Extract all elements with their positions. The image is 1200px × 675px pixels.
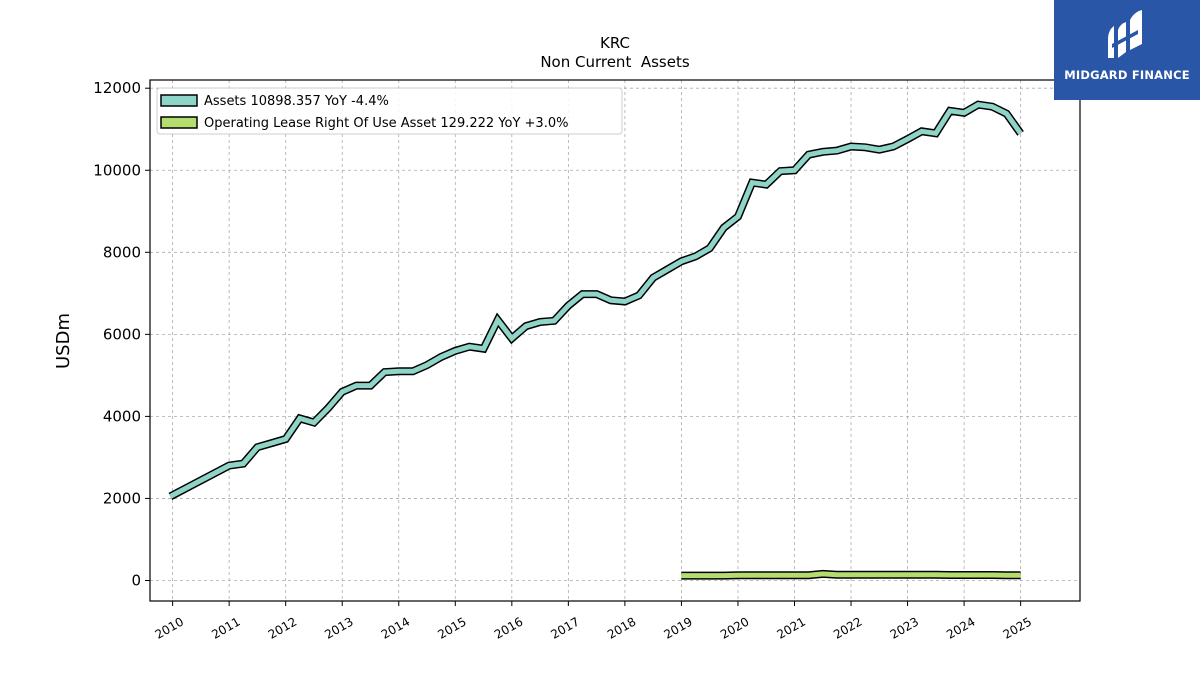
y-tick-label: 12000 [93, 79, 141, 97]
y-tick-label: 0 [131, 571, 141, 589]
y-tick-label: 4000 [103, 407, 141, 425]
y-axis-label: USDm [53, 313, 74, 369]
legend-label: Operating Lease Right Of Use Asset 129.2… [204, 116, 568, 131]
x-tick-label: 2017 [548, 614, 581, 641]
series-1 [168, 100, 1024, 500]
y-tick-label: 6000 [103, 325, 141, 343]
midgard-logo-mark-icon [1108, 10, 1142, 58]
x-tick-label: 2022 [831, 614, 864, 641]
x-tick-label: 2015 [435, 614, 468, 641]
plot-frame [149, 79, 1081, 602]
y-tick-label: 2000 [103, 489, 141, 507]
x-tick-label: 2024 [944, 614, 977, 641]
x-tick-label: 2016 [492, 614, 525, 641]
x-tick-label: 2012 [266, 614, 299, 641]
x-tick-label: 2018 [605, 614, 638, 641]
series-line [169, 101, 1023, 499]
y-tick-label: 10000 [93, 161, 141, 179]
x-tick-label: 2020 [718, 614, 751, 641]
x-tick-label: 2021 [775, 614, 808, 641]
midgard-finance-logo: MIDGARD FINANCE [1054, 0, 1200, 100]
x-tick-label: 2011 [209, 614, 242, 641]
series-line-outline [168, 100, 1024, 500]
series-line [681, 571, 1021, 579]
legend-swatch [160, 94, 198, 107]
brand-name: MIDGARD FINANCE [1064, 68, 1190, 82]
series-2 [681, 569, 1021, 580]
grid [150, 80, 1080, 601]
x-tick-label: 2014 [379, 614, 412, 641]
x-tick-label: 2013 [322, 614, 355, 641]
x-tick-label: 2010 [153, 614, 186, 641]
x-tick-label: 2023 [888, 614, 921, 641]
x-tick-label: 2025 [1001, 614, 1034, 641]
legend-swatch [160, 116, 198, 129]
axes: 0 2000 4000 6000 8000 10000 12000 2010 2011 2012 2… [93, 79, 1034, 642]
chart-subtitle: Non Current Assets [540, 53, 690, 71]
y-tick-label: 8000 [103, 243, 141, 261]
legend-box [156, 87, 623, 135]
x-tick-label: 2019 [661, 614, 694, 641]
chart-title: KRC [600, 34, 630, 52]
series-layer [168, 100, 1024, 580]
legend: Assets 10898.357 YoY -4.4% Operating Leas… [156, 87, 623, 135]
legend-label: Assets 10898.357 YoY -4.4% [204, 94, 389, 109]
